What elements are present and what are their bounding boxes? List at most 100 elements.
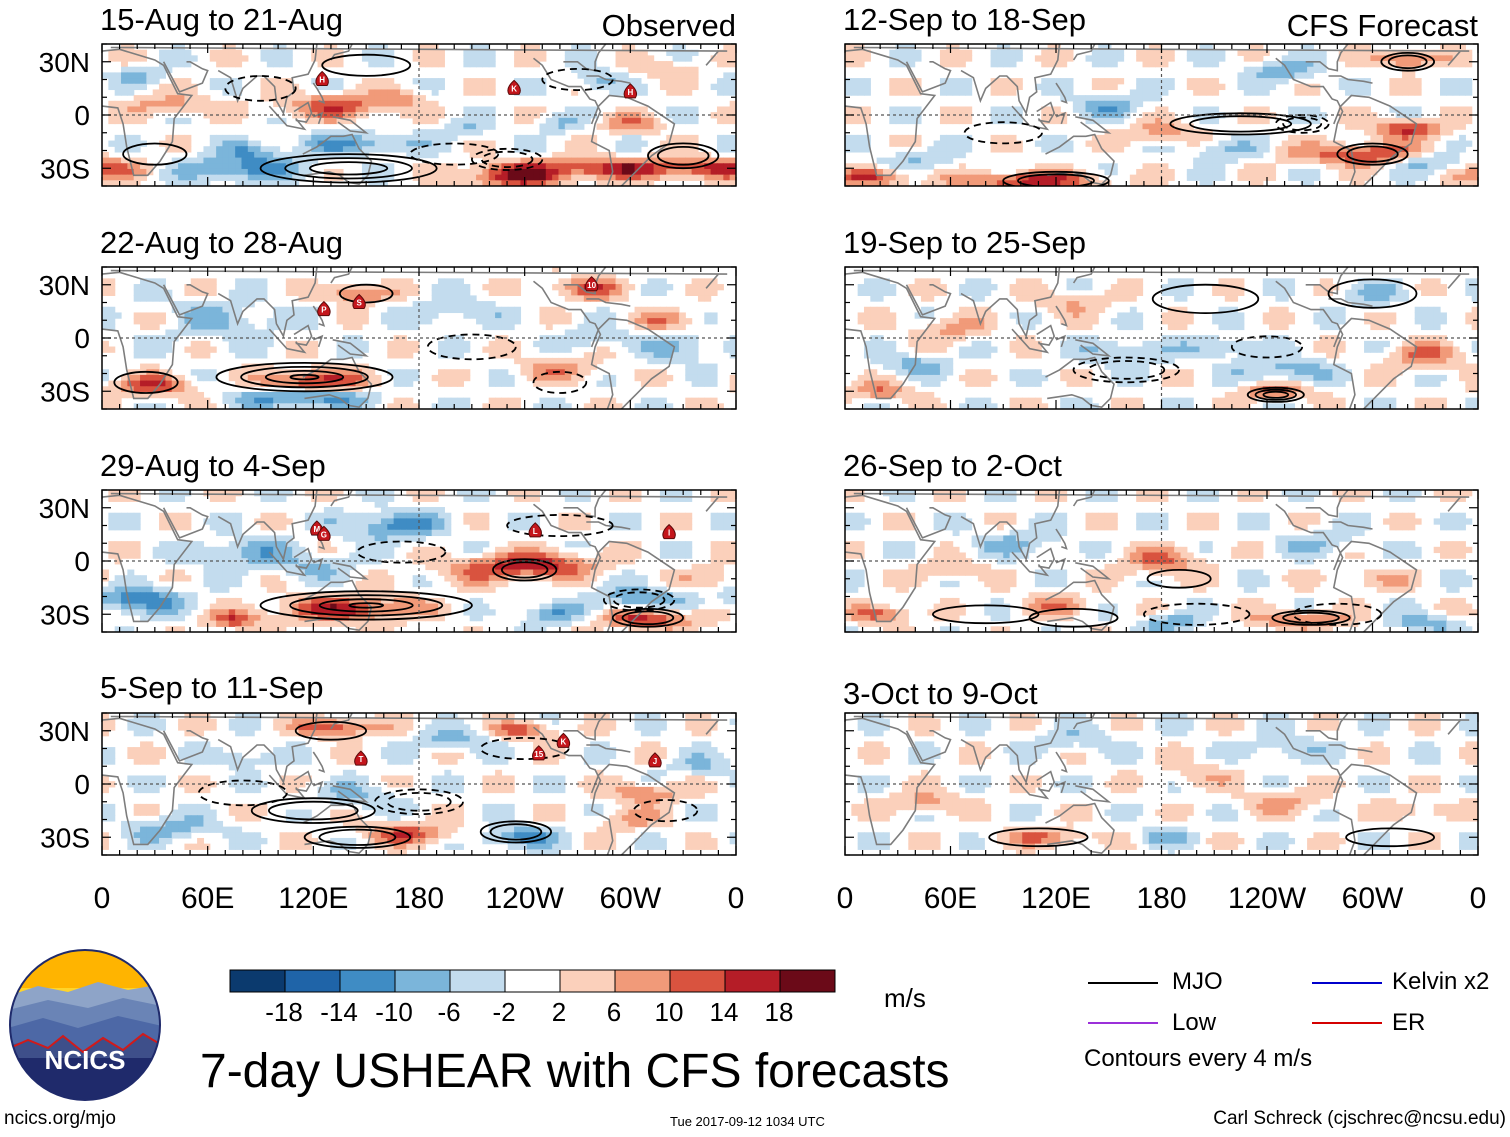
shear-cell [685,55,693,62]
shear-cell [412,312,420,319]
shear-cell [311,312,319,319]
mjo-contours [113,283,588,394]
shear-cell [133,146,141,153]
shear-cell [222,106,230,113]
shear-cell [146,163,154,170]
shear-cell [374,620,382,627]
shear-cell [615,403,623,409]
shear-cell [583,168,591,176]
shear-cell [342,318,350,325]
shear-cell [482,106,490,113]
shear-cell [583,580,591,588]
shear-cell [495,403,503,409]
shear-cell [634,626,642,632]
shear-cell [640,580,648,588]
shear-cell [133,78,141,85]
shear-cell [678,83,686,91]
shear-cell [178,134,186,142]
shear-cell [292,163,300,170]
shear-cell [121,89,128,96]
shear-cell [495,168,503,176]
shear-cell [387,747,395,754]
shear-cell [108,724,116,731]
shear-cell [577,563,585,571]
shear-cell [285,563,293,571]
shear-cell [596,397,604,404]
shear-cell [647,340,655,348]
shear-cell [178,724,186,731]
shear-cell [685,318,693,325]
shear-cell [552,603,560,610]
shear-cell [114,580,122,588]
shear-cell [438,140,445,147]
shear-cell [127,134,135,142]
shear-cell [672,168,680,176]
shear-cell [241,100,249,108]
shear-cell [146,340,154,348]
shear-cell [127,626,135,632]
shear-cell [190,346,198,353]
shear-cell [247,391,255,399]
shear-cell [431,100,439,108]
shear-cell [235,730,243,737]
mjo-contour-positive [647,142,720,170]
shear-cell [304,569,312,576]
shear-cell [615,580,623,588]
shear-cell [323,61,331,68]
shear-cell [482,140,490,147]
shear-cell [419,95,426,102]
shear-cell [507,323,515,331]
shear-cell [209,174,217,181]
shear-cell [659,575,667,582]
shear-cell [412,507,420,514]
shear-cell [552,620,560,627]
shear-cell [564,346,572,353]
shear-cell [209,580,217,588]
shear-cell [697,724,705,731]
shear-cell [361,724,369,731]
shear-cell [640,180,648,186]
shear-cell [266,563,274,571]
shear-cell [273,552,281,559]
shear-cell [361,718,369,725]
shear-cell [438,278,445,285]
shear-cell [171,89,179,96]
shear-cell [165,174,173,181]
shear-cell [526,140,534,147]
shear-cell [552,335,560,342]
shear-cell [298,174,306,181]
shear-cell [273,495,281,502]
shear-cell [247,329,255,336]
shear-cell [349,614,357,622]
shear-cell [190,95,198,102]
shear-cell [393,134,401,142]
shear-cell [228,620,236,627]
shear-cell [260,284,268,291]
shear-cell [323,95,331,102]
shear-cell [380,89,388,96]
shear-cell [342,730,350,737]
shear-cell [266,620,274,627]
shear-cell [304,620,312,627]
shear-cell [355,580,363,588]
shear-cell [476,580,483,588]
shear-cell [178,140,186,147]
shear-cell [102,151,109,159]
shear-cell [539,129,547,136]
shear-cell [552,609,560,616]
shear-cell [292,168,300,176]
shear-cell [488,140,496,147]
shear-cell [342,747,350,754]
shear-cell [235,558,243,565]
shear-cell [571,374,579,382]
shear-cell [476,55,483,62]
shear-cell [279,318,287,325]
shear-cell [241,134,249,142]
shear-cell [127,112,135,119]
shear-cell [178,55,186,62]
shear-cell [457,781,464,788]
shear-cell [552,312,560,319]
shear-cell [602,346,610,353]
shear-cell [590,272,598,279]
shear-cell [729,775,736,782]
